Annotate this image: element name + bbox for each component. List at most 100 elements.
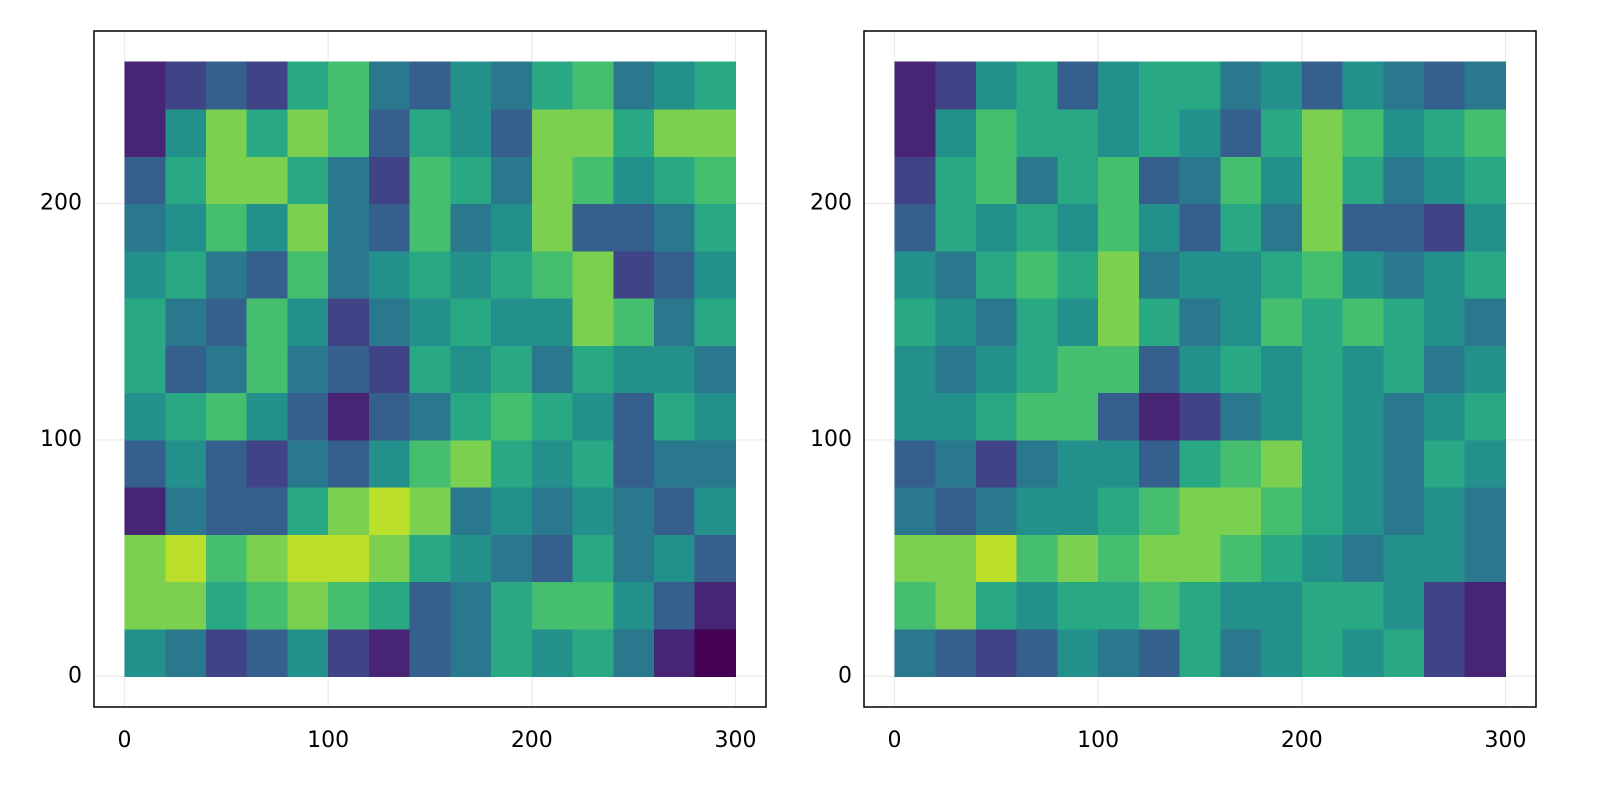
heatmap-cell bbox=[935, 203, 977, 252]
heatmap-cell bbox=[206, 61, 248, 110]
heatmap-cell bbox=[1424, 298, 1466, 346]
heatmap-cell bbox=[1220, 109, 1262, 157]
heatmap-cell bbox=[165, 392, 207, 441]
heatmap-cell bbox=[124, 250, 166, 299]
heatmap-cell bbox=[1342, 392, 1384, 441]
heatmap-cell bbox=[1464, 487, 1506, 535]
heatmap-cell bbox=[1138, 534, 1181, 583]
heatmap-cell bbox=[531, 581, 574, 630]
heatmap-cell bbox=[1138, 156, 1181, 205]
heatmap-cell bbox=[1016, 61, 1058, 110]
heatmap-cell bbox=[894, 61, 936, 110]
heatmap-cell bbox=[165, 629, 207, 677]
heatmap-cell bbox=[1138, 629, 1181, 677]
heatmap-cell bbox=[368, 534, 411, 583]
heatmap-cell bbox=[287, 487, 329, 535]
heatmap-cell bbox=[1342, 629, 1384, 677]
heatmap-cell bbox=[450, 250, 492, 299]
heatmap-cell bbox=[531, 629, 574, 677]
heatmap-cell bbox=[1383, 109, 1425, 157]
heatmap-cell bbox=[1179, 487, 1221, 535]
heatmap-cell bbox=[935, 298, 977, 346]
heatmap-cell bbox=[246, 298, 288, 346]
heatmap-cell bbox=[894, 629, 936, 677]
heatmap-cell bbox=[206, 156, 248, 205]
heatmap-cell bbox=[165, 298, 207, 346]
heatmap-cell bbox=[976, 61, 1018, 110]
heatmap-cell bbox=[450, 487, 492, 535]
heatmap-cell bbox=[1383, 534, 1425, 583]
heatmap-cell bbox=[491, 392, 533, 441]
heatmap-cell bbox=[1098, 629, 1140, 677]
heatmap-cell bbox=[1301, 109, 1344, 157]
heatmap-cell bbox=[1016, 298, 1058, 346]
heatmap-cell bbox=[368, 439, 411, 488]
heatmap-cell bbox=[1057, 345, 1099, 394]
heatmap-cell bbox=[976, 439, 1018, 488]
heatmap-cell bbox=[894, 203, 936, 252]
heatmap-cell bbox=[1057, 298, 1099, 346]
heatmap-cell bbox=[894, 109, 936, 157]
heatmap-cell bbox=[1261, 439, 1303, 488]
heatmap-cell bbox=[531, 487, 574, 535]
heatmap-cell bbox=[976, 345, 1018, 394]
heatmap-cell bbox=[246, 109, 288, 157]
heatmap-cell bbox=[654, 156, 696, 205]
heatmap-cell bbox=[124, 203, 166, 252]
heatmap-cell bbox=[450, 345, 492, 394]
heatmap-cell bbox=[165, 250, 207, 299]
heatmap-cell bbox=[1179, 61, 1221, 110]
heatmap-cell bbox=[1098, 156, 1140, 205]
heatmap-cell bbox=[206, 439, 248, 488]
heatmap-cell bbox=[976, 203, 1018, 252]
heatmap-cell bbox=[1138, 581, 1181, 630]
heatmap-cell bbox=[246, 250, 288, 299]
heatmap-cell bbox=[613, 534, 655, 583]
y-tick-label: 0 bbox=[68, 663, 82, 688]
heatmap-cell bbox=[1464, 109, 1506, 157]
heatmap-cell bbox=[894, 534, 936, 583]
heatmap-cell bbox=[409, 534, 451, 583]
heatmap-cell bbox=[1301, 61, 1344, 110]
heatmap-cell bbox=[1220, 203, 1262, 252]
heatmap-cell bbox=[1424, 534, 1466, 583]
heatmap-cell bbox=[1098, 581, 1140, 630]
x-tick-label: 200 bbox=[1281, 728, 1323, 753]
heatmap-cell bbox=[1261, 203, 1303, 252]
heatmap-cell bbox=[1301, 156, 1344, 205]
heatmap-cell bbox=[654, 629, 696, 677]
heatmap-cell bbox=[450, 203, 492, 252]
heatmap-cell bbox=[1057, 487, 1099, 535]
heatmap-cell bbox=[694, 156, 736, 205]
heatmap-cell bbox=[287, 629, 329, 677]
heatmap-cell bbox=[450, 392, 492, 441]
heatmap-cell bbox=[409, 392, 451, 441]
heatmap-cell bbox=[1057, 581, 1099, 630]
heatmap-cell bbox=[1220, 156, 1262, 205]
y-tick-label: 200 bbox=[810, 191, 852, 216]
heatmap-cell bbox=[694, 439, 736, 488]
heatmap-cell bbox=[1057, 61, 1099, 110]
heatmap-cell bbox=[1098, 61, 1140, 110]
heatmap-cell bbox=[1179, 156, 1221, 205]
heatmap-cell bbox=[1261, 345, 1303, 394]
heatmap-cell bbox=[1424, 61, 1466, 110]
heatmap-cell bbox=[572, 345, 614, 394]
heatmap-cell bbox=[287, 345, 329, 394]
heatmap-cell bbox=[1261, 298, 1303, 346]
heatmap-cell bbox=[654, 109, 696, 157]
heatmap-cell bbox=[1138, 109, 1181, 157]
heatmap-cell bbox=[694, 345, 736, 394]
heatmap-cell bbox=[206, 298, 248, 346]
heatmap-cell bbox=[1383, 203, 1425, 252]
heatmap-cell bbox=[409, 156, 451, 205]
heatmap-cell bbox=[613, 250, 655, 299]
heatmap-cell bbox=[572, 250, 614, 299]
heatmap-cell bbox=[694, 203, 736, 252]
heatmap-cell bbox=[531, 156, 574, 205]
heatmap-cell bbox=[328, 487, 370, 535]
heatmap-cell bbox=[976, 534, 1018, 583]
heatmap-cell bbox=[935, 439, 977, 488]
heatmap-cell bbox=[1342, 250, 1384, 299]
heatmap-cell bbox=[246, 61, 288, 110]
